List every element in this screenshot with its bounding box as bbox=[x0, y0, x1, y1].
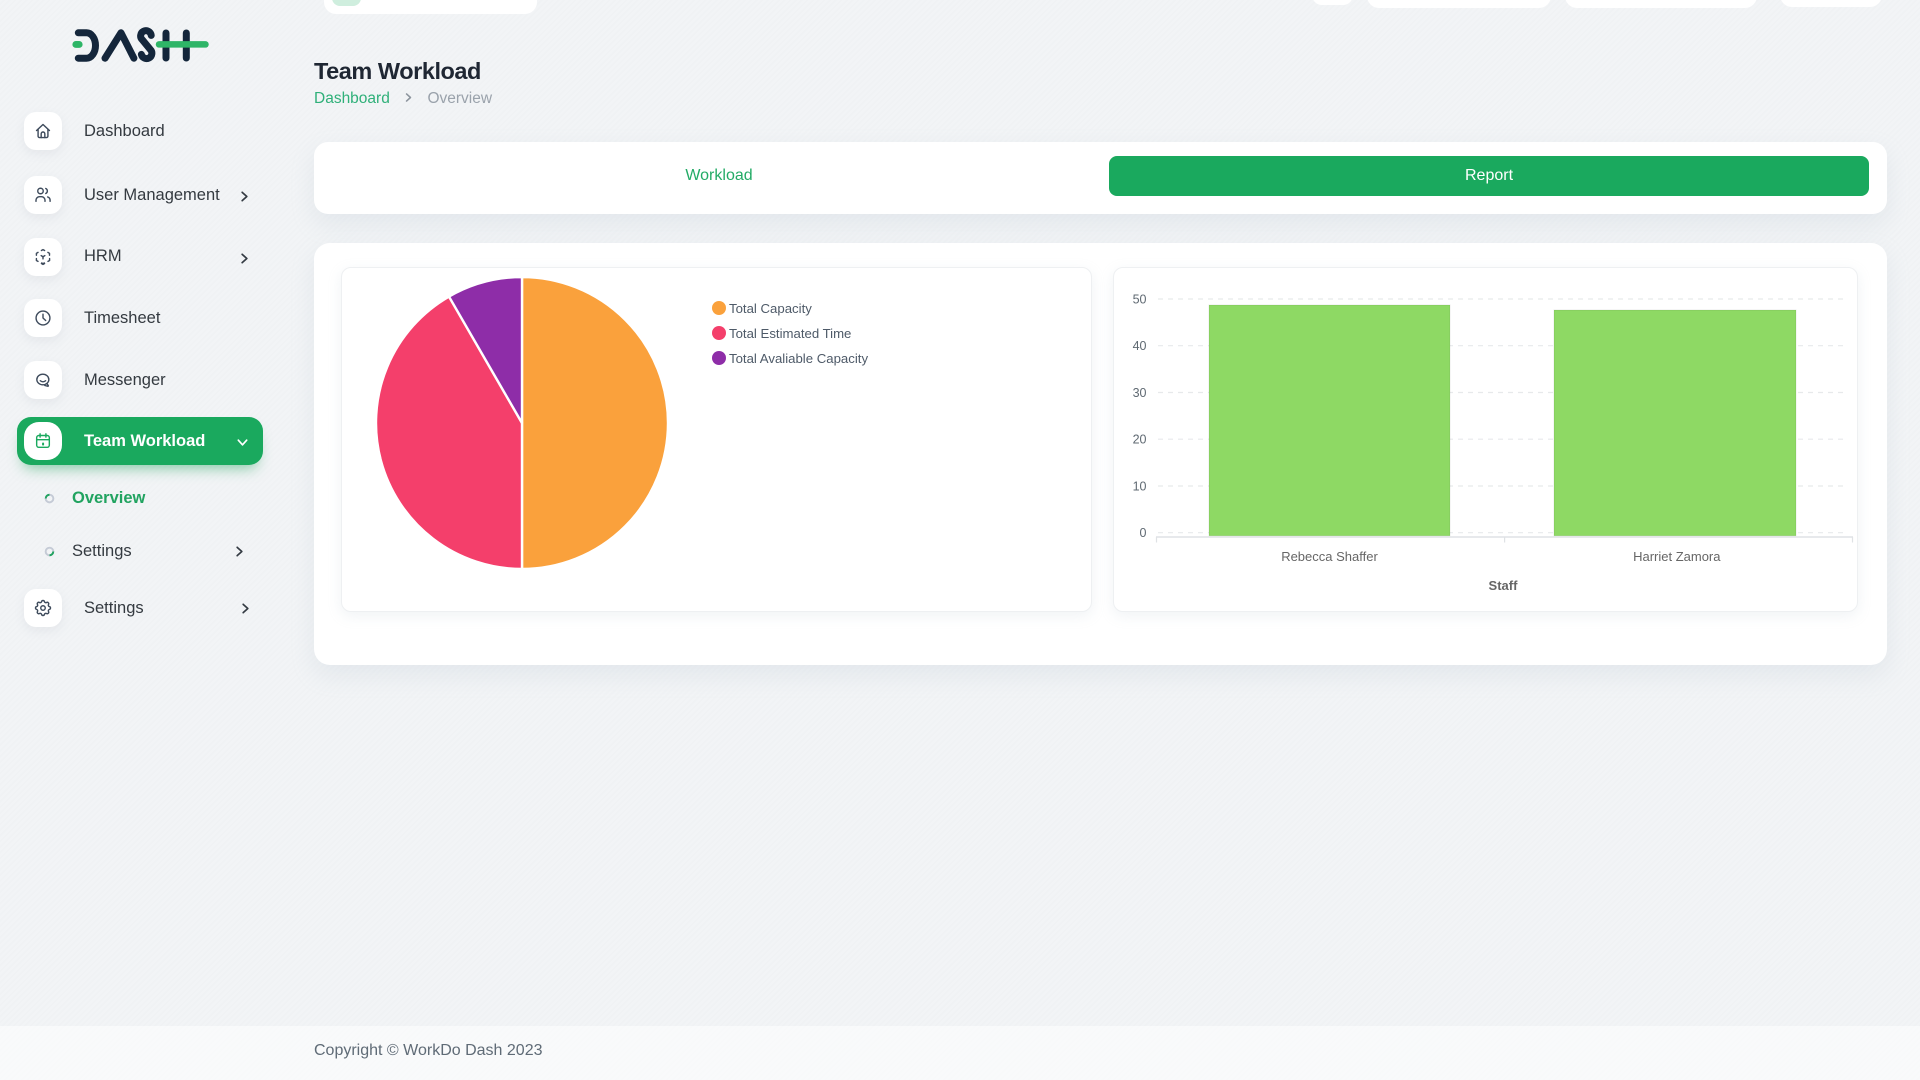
svg-text:40: 40 bbox=[1133, 339, 1147, 353]
svg-text:Harriet Zamora: Harriet Zamora bbox=[1633, 549, 1721, 564]
svg-text:Total Capacity: Total Capacity bbox=[729, 301, 812, 316]
svg-text:Staff: Staff bbox=[1489, 578, 1519, 593]
svg-text:Rebecca Shaffer: Rebecca Shaffer bbox=[1281, 549, 1378, 564]
svg-text:10: 10 bbox=[1133, 480, 1147, 494]
svg-text:30: 30 bbox=[1133, 386, 1147, 400]
svg-text:50: 50 bbox=[1133, 293, 1147, 307]
svg-text:20: 20 bbox=[1133, 433, 1147, 447]
svg-text:Total Avaliable Capacity: Total Avaliable Capacity bbox=[729, 351, 868, 366]
svg-text:0: 0 bbox=[1140, 526, 1147, 540]
svg-text:Total Estimated Time: Total Estimated Time bbox=[729, 326, 851, 341]
